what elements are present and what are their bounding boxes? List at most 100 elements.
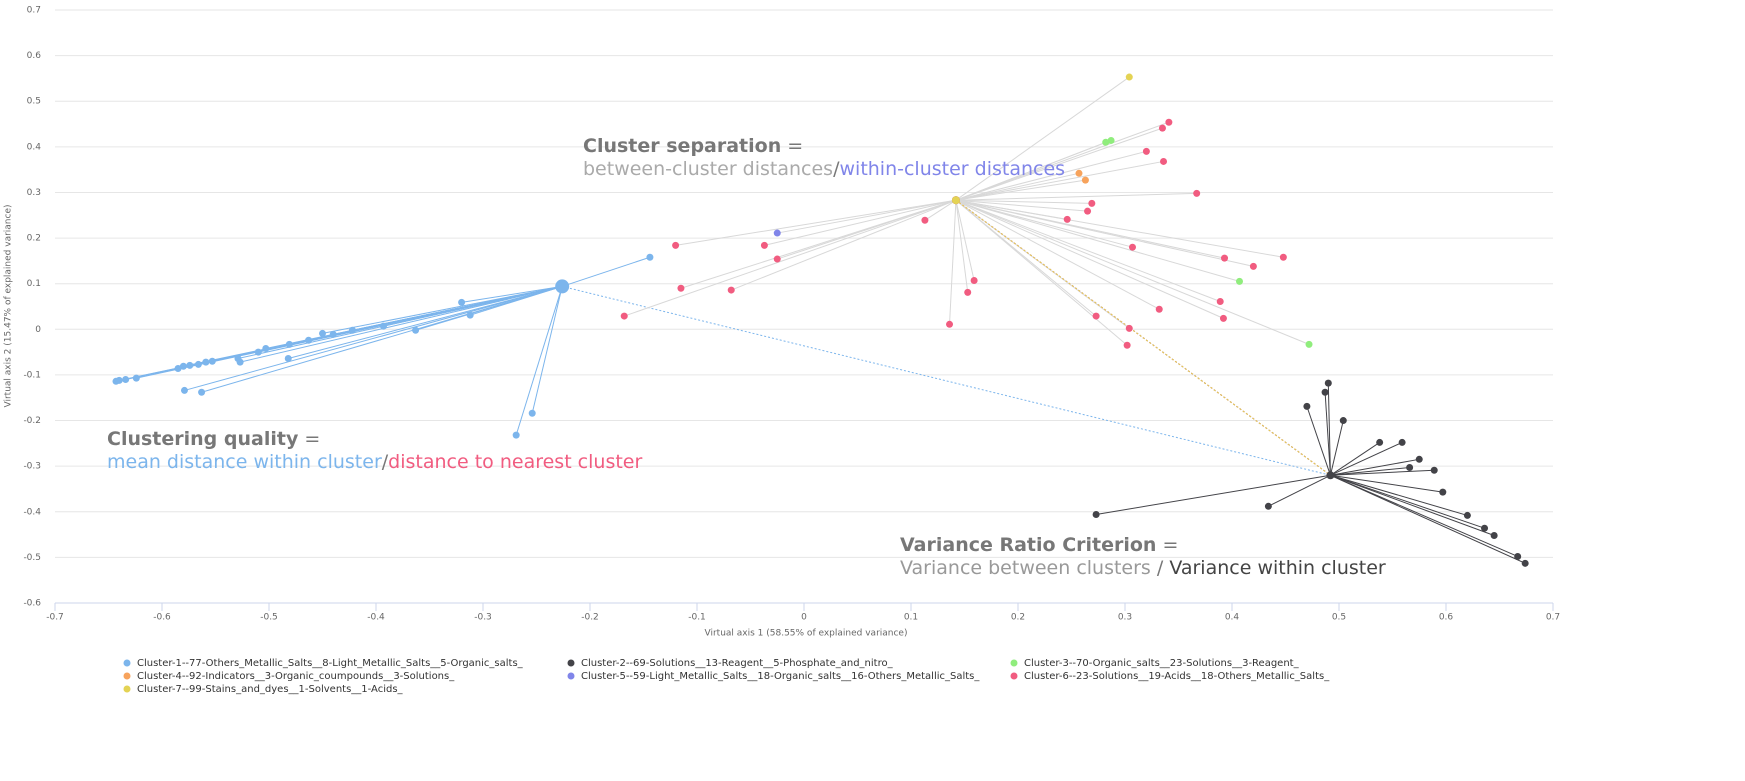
legend-label: Cluster-5--59-Light_Metallic_Salts__18-O… [581,671,980,682]
point [234,355,242,363]
point [1125,73,1133,81]
x-tick-label: 0 [801,613,807,623]
link-line [955,199,1128,346]
legend-item: Cluster-1--77-Others_Metallic_Salts__8-L… [123,658,524,669]
centroid [555,279,570,294]
link-line [955,199,1254,267]
link-line [955,200,969,293]
point [620,312,628,320]
link-line [955,199,1130,329]
y-tick-label: 0.4 [27,142,42,152]
annotation-part: mean distance within cluster [107,451,382,473]
link-line [955,127,1163,201]
point [1092,312,1100,320]
legend-item: Cluster-7--99-Stains_and_dyes__1-Solvent… [123,684,404,695]
point [1084,207,1092,215]
point [132,374,140,382]
point [1081,176,1089,184]
annotation-formula: mean distance within cluster/distance to… [107,451,642,473]
centroid [951,196,960,205]
annotation-separator: / [382,451,389,473]
link-line [955,160,1164,201]
point [1125,324,1133,332]
annotation-separator: / [1151,557,1169,579]
point [202,358,210,366]
link-line [531,286,563,414]
point [1075,169,1083,177]
point [1463,511,1471,519]
annotation-formula: between-cluster distances/within-cluster… [583,158,1065,180]
legend-label: Cluster-3--70-Organic_salts__23-Solution… [1024,658,1300,669]
link-line [1306,406,1331,476]
point [964,288,972,296]
annotation-title: Variance Ratio Criterion = [900,534,1178,556]
link-line [955,179,1086,201]
link-line [184,285,563,391]
link-line [764,199,957,246]
point [329,330,337,338]
x-tick-label: 0.4 [1225,613,1240,623]
point [186,361,194,369]
x-tick-label: 0.5 [1332,613,1346,623]
point [970,276,978,284]
link-line [949,200,957,325]
point [1406,464,1414,472]
point [528,409,536,417]
link-line [955,150,1147,201]
y-tick-label: 0.2 [27,234,41,244]
x-tick-label: -0.6 [153,613,171,623]
x-tick-label: -0.1 [688,613,706,623]
annotation-formula: Variance between clusters / Variance wit… [900,557,1386,579]
point [1128,243,1136,251]
point [122,375,130,383]
link-line [955,199,1310,345]
link-line [924,199,957,221]
point [1303,402,1311,410]
point [1324,379,1332,387]
legend-label: Cluster-6--23-Solutions__19-Acids__18-Ot… [1024,671,1330,682]
annotation-title-text: Variance Ratio Criterion [900,534,1156,556]
link-line [1330,458,1420,476]
point [672,241,680,249]
point [512,431,520,439]
link-line [955,121,1170,201]
legend-label: Cluster-2--69-Solutions__13-Reagent__5-P… [581,658,894,669]
annotation-title: Clustering quality = [107,428,320,450]
x-tick-label: -0.2 [581,613,599,623]
annotation-equals: = [787,135,803,157]
legend-label: Cluster-1--77-Others_Metallic_Salts__8-L… [137,658,524,669]
link-line [955,199,1224,319]
point [773,255,781,263]
link-line [239,285,563,363]
link-line [777,199,957,234]
link-line [322,285,563,334]
annotation-separator: / [833,158,840,180]
x-tick-label: 0.6 [1439,613,1454,623]
link-line [955,199,1240,282]
legend-symbol [123,659,131,667]
legend-symbol [1010,672,1018,680]
point [677,284,685,292]
point [1160,157,1168,165]
annotation-part: Variance within cluster [1169,557,1386,579]
centroid [1326,471,1335,480]
link-line [955,199,1160,310]
point [1221,254,1229,262]
y-tick-label: -0.1 [23,370,41,380]
legend-symbol [123,685,131,693]
y-tick-label: -0.3 [23,462,41,472]
x-tick-label: -0.4 [367,613,385,623]
point [1321,388,1329,396]
annotation-title-text: Clustering quality [107,428,299,450]
point [1088,199,1096,207]
y-tick-label: -0.5 [23,553,41,563]
link-line [777,199,957,260]
y-tick-label: -0.4 [23,507,41,517]
annotation-equals: = [1162,534,1178,556]
legend-label: Cluster-7--99-Stains_and_dyes__1-Solvent… [137,684,404,695]
point [285,340,293,348]
link-line [1330,474,1495,536]
point [1305,340,1313,348]
point [1235,277,1243,285]
